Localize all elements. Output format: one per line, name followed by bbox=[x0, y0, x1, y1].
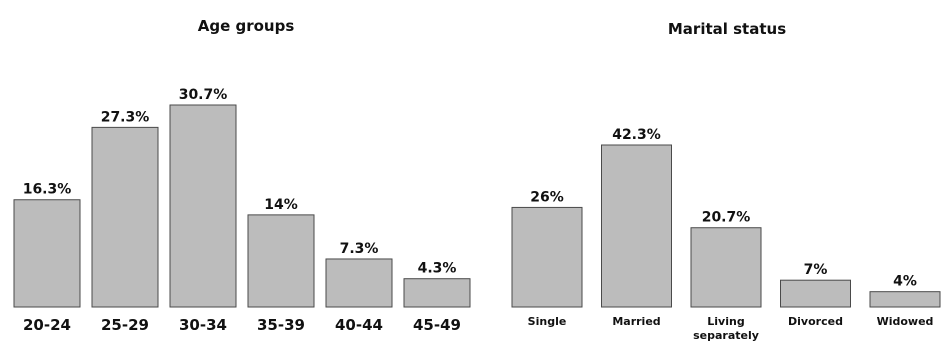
age-value-label-30-34: 30.7% bbox=[179, 87, 228, 103]
age-value-label-40-44: 7.3% bbox=[340, 241, 379, 257]
age-value-label-25-29: 27.3% bbox=[101, 109, 150, 125]
age-bar-30-34 bbox=[169, 104, 237, 308]
age-category-label-35-39: 35-39 bbox=[257, 316, 305, 334]
marital-status-title: Marital status bbox=[668, 20, 786, 38]
age-bar-25-29 bbox=[91, 126, 159, 308]
marital-value-label-single: 26% bbox=[530, 189, 564, 205]
marital-bar-divorced bbox=[780, 279, 851, 308]
marital-bar-widowed bbox=[869, 291, 941, 308]
age-category-label-45-49: 45-49 bbox=[413, 316, 461, 334]
age-groups-title: Age groups bbox=[198, 17, 295, 35]
age-category-label-25-29: 25-29 bbox=[101, 316, 149, 334]
age-groups-bars: 16.3% 20-24 27.3% 25-29 30.7% 30-34 14% 35-39 7.… bbox=[13, 87, 471, 334]
age-bar-40-44 bbox=[325, 258, 393, 308]
age-value-label-35-39: 14% bbox=[264, 197, 298, 213]
marital-status-bars: 26% Single 42.3% Married 20.7% Living separate… bbox=[511, 127, 941, 342]
marital-category-label-living-separately: Living separately bbox=[693, 315, 759, 342]
marital-value-label-widowed: 4% bbox=[893, 274, 917, 290]
age-category-label-40-44: 40-44 bbox=[335, 316, 383, 334]
marital-bar-married bbox=[601, 144, 672, 308]
age-category-label-20-24: 20-24 bbox=[23, 316, 71, 334]
marital-status-chart: Marital status 26% Single 42.3% Married 20.7… bbox=[511, 20, 941, 342]
marital-value-label-married: 42.3% bbox=[612, 127, 661, 143]
marital-bar-living-separately bbox=[690, 227, 762, 308]
age-bar-35-39 bbox=[247, 214, 315, 308]
marital-category-label-divorced: Divorced bbox=[788, 315, 843, 328]
age-value-label-20-24: 16.3% bbox=[23, 182, 72, 198]
marital-category-label-single: Single bbox=[528, 315, 567, 328]
age-groups-chart: Age groups 16.3% 20-24 27.3% 25-29 30.7% 30-3… bbox=[13, 17, 471, 334]
marital-bar-single bbox=[511, 206, 583, 308]
age-bar-45-49 bbox=[403, 278, 471, 308]
marital-value-label-divorced: 7% bbox=[804, 262, 828, 278]
age-bar-20-24 bbox=[13, 199, 81, 308]
age-category-label-30-34: 30-34 bbox=[179, 316, 227, 334]
age-value-label-45-49: 4.3% bbox=[418, 261, 457, 277]
marital-category-label-widowed: Widowed bbox=[877, 315, 934, 328]
marital-category-label-married: Married bbox=[612, 315, 660, 328]
marital-value-label-living-separately: 20.7% bbox=[702, 210, 751, 226]
